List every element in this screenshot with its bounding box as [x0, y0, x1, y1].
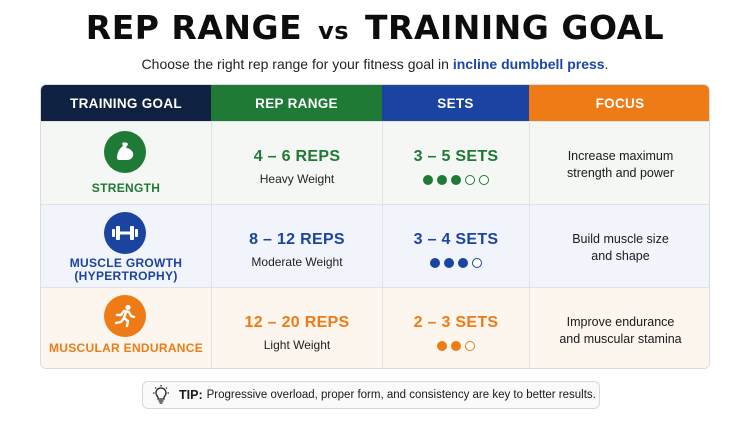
goal-label-hypertrophy-2: (HYPERTROPHY): [41, 269, 211, 283]
rep-range-table: TRAINING GOAL REP RANGE SETS FOCUS STREN…: [40, 84, 710, 369]
set-dot-empty: [472, 258, 482, 268]
sets-dots: [383, 341, 529, 351]
sets-cell: 3 – 5 SETS: [382, 122, 529, 204]
focus-line-2: and muscular stamina: [530, 331, 710, 348]
set-dot-filled: [437, 341, 447, 351]
sets-value: 3 – 4 SETS: [383, 231, 529, 249]
header-training-goal: TRAINING GOAL: [41, 85, 211, 121]
weight-value: Light Weight: [212, 338, 382, 352]
goal-label-strength: STRENGTH: [41, 181, 211, 195]
goal-label-endurance: MUSCULAR ENDURANCE: [41, 341, 211, 355]
rep-range-cell: 12 – 20 REPS Light Weight: [211, 288, 382, 369]
tip-text: Progressive overload, proper form, and c…: [207, 389, 596, 401]
dumbbell-icon: [104, 212, 146, 254]
tip-label: TIP:: [179, 388, 203, 402]
rep-range-cell: 8 – 12 REPS Moderate Weight: [211, 205, 382, 287]
flexed-arm-icon: [104, 131, 146, 173]
subtitle-end: .: [605, 56, 609, 72]
goal-cell: MUSCULAR ENDURANCE: [41, 288, 211, 369]
title-part2: TRAINING GOAL: [365, 8, 664, 47]
weight-value: Moderate Weight: [212, 255, 382, 269]
title-part1: REP RANGE: [86, 8, 302, 47]
set-dot-filled: [458, 258, 468, 268]
table-row-endurance: MUSCULAR ENDURANCE 12 – 20 REPS Light We…: [41, 287, 710, 369]
header-rep-range: REP RANGE: [211, 85, 382, 121]
focus-line-2: strength and power: [530, 165, 710, 182]
tip-box: TIP: Progressive overload, proper form, …: [142, 381, 600, 409]
focus-cell: Improve endurance and muscular stamina: [529, 288, 710, 369]
lightbulb-icon: [151, 385, 171, 405]
set-dot-filled: [437, 175, 447, 185]
sets-dots: [383, 258, 529, 268]
page-title: REP RANGE vs TRAINING GOAL: [0, 8, 750, 47]
set-dot-empty: [465, 175, 475, 185]
focus-line-1: Increase maximum: [530, 148, 710, 165]
set-dot-filled: [430, 258, 440, 268]
set-dot-empty: [479, 175, 489, 185]
title-vs: vs: [318, 17, 349, 45]
sets-value: 3 – 5 SETS: [383, 148, 529, 166]
sets-dots: [383, 175, 529, 185]
subtitle: Choose the right rep range for your fitn…: [0, 56, 750, 72]
reps-value: 12 – 20 REPS: [212, 314, 382, 332]
focus-line-2: and shape: [530, 248, 710, 265]
goal-cell: MUSCLE GROWTH (HYPERTROPHY): [41, 205, 211, 287]
focus-line-1: Improve endurance: [530, 314, 710, 331]
set-dot-empty: [465, 341, 475, 351]
set-dot-filled: [444, 258, 454, 268]
focus-cell: Increase maximum strength and power: [529, 122, 710, 204]
set-dot-filled: [451, 341, 461, 351]
goal-label-hypertrophy-1: MUSCLE GROWTH: [41, 256, 211, 270]
set-dot-filled: [423, 175, 433, 185]
focus-cell: Build muscle size and shape: [529, 205, 710, 287]
set-dot-filled: [451, 175, 461, 185]
running-person-icon: [104, 295, 146, 337]
sets-cell: 2 – 3 SETS: [382, 288, 529, 369]
table-row-strength: STRENGTH 4 – 6 REPS Heavy Weight 3 – 5 S…: [41, 121, 710, 204]
focus-line-1: Build muscle size: [530, 231, 710, 248]
sets-cell: 3 – 4 SETS: [382, 205, 529, 287]
subtitle-text: Choose the right rep range for your fitn…: [142, 56, 449, 72]
reps-value: 4 – 6 REPS: [212, 148, 382, 166]
rep-range-cell: 4 – 6 REPS Heavy Weight: [211, 122, 382, 204]
goal-cell: STRENGTH: [41, 122, 211, 204]
sets-value: 2 – 3 SETS: [383, 314, 529, 332]
table-row-hypertrophy: MUSCLE GROWTH (HYPERTROPHY) 8 – 12 REPS …: [41, 204, 710, 287]
header-focus: FOCUS: [529, 85, 710, 121]
subtitle-highlight: incline dumbbell press: [453, 56, 605, 72]
weight-value: Heavy Weight: [212, 172, 382, 186]
header-sets: SETS: [382, 85, 529, 121]
reps-value: 8 – 12 REPS: [212, 231, 382, 249]
